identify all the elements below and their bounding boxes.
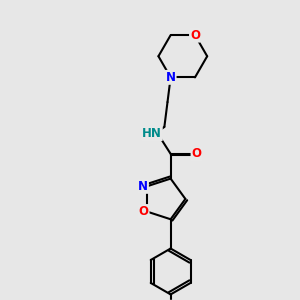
Text: O: O <box>190 28 200 42</box>
Text: O: O <box>139 205 148 218</box>
Text: N: N <box>166 71 176 84</box>
Text: O: O <box>191 147 202 161</box>
Text: HN: HN <box>142 127 162 140</box>
Text: N: N <box>138 180 148 193</box>
